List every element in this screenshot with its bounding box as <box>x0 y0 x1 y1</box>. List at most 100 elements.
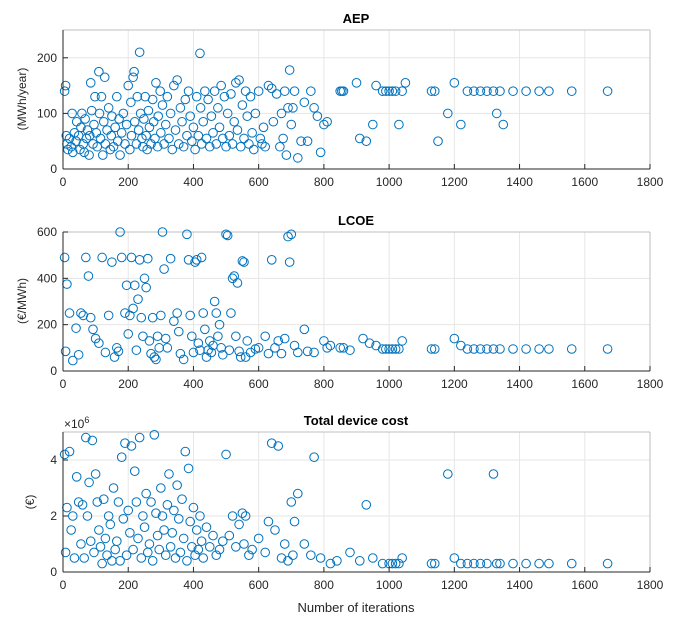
x-tick-label: 200 <box>118 175 138 189</box>
y-axis-label: (€) <box>23 495 37 510</box>
data-point <box>175 348 186 359</box>
data-point <box>167 528 178 538</box>
data-point <box>195 48 205 59</box>
data-point <box>429 344 440 354</box>
data-point <box>85 312 96 323</box>
data-point <box>83 271 94 281</box>
data-point <box>198 116 209 127</box>
data-point <box>253 86 264 96</box>
data-point <box>123 80 134 91</box>
data-point <box>278 133 288 144</box>
x-tick-label: 1800 <box>637 377 664 391</box>
data-point <box>270 525 280 535</box>
data-point <box>491 108 502 119</box>
data-point <box>397 553 407 563</box>
data-point <box>204 542 215 552</box>
data-point <box>275 141 285 152</box>
x-tick-label: 1600 <box>571 377 598 391</box>
x-tick-label: 1400 <box>506 377 533 391</box>
data-point <box>302 136 313 146</box>
data-point <box>263 348 274 359</box>
data-point <box>566 558 577 569</box>
data-point <box>235 352 246 362</box>
x-tick-label: 400 <box>183 578 203 592</box>
data-point <box>116 452 127 463</box>
data-point <box>133 533 143 544</box>
data-point <box>60 346 71 357</box>
data-point <box>105 519 116 530</box>
x-tick-label: 0 <box>60 175 67 189</box>
data-point <box>462 344 473 354</box>
x-tick-label: 400 <box>183 377 203 391</box>
data-point <box>156 310 166 321</box>
y-tick-label: 0 <box>50 565 57 579</box>
data-point <box>154 544 165 555</box>
data-point <box>136 553 147 563</box>
data-point <box>187 136 197 146</box>
data-point <box>162 343 173 353</box>
data-point <box>498 119 509 130</box>
data-point <box>188 502 199 513</box>
data-point <box>107 257 117 267</box>
data-point <box>120 139 130 149</box>
data-point <box>106 130 117 141</box>
data-point <box>488 344 499 354</box>
data-point <box>112 91 122 102</box>
data-point <box>219 91 230 102</box>
data-point <box>103 103 114 113</box>
data-point <box>260 547 270 558</box>
data-point <box>216 80 226 91</box>
x-tick-label: 600 <box>249 377 269 391</box>
data-point <box>286 497 297 507</box>
data-point <box>59 449 70 460</box>
data-point <box>169 505 179 516</box>
data-point <box>354 133 365 144</box>
y-exponent-base: ×10 <box>64 417 85 431</box>
chart-total-device-cost: 0 200 400 600 800 1000 1200 1400 1600 1800 0 2 4 Tot… <box>23 413 664 615</box>
data-point <box>263 80 274 91</box>
data-point <box>84 477 94 488</box>
data-point <box>279 539 290 549</box>
data-point <box>283 556 293 566</box>
data-point <box>139 522 150 533</box>
data-point <box>224 530 235 541</box>
data-point <box>338 86 349 96</box>
data-point <box>178 533 189 544</box>
data-point <box>208 530 218 541</box>
data-point <box>87 435 98 446</box>
data-point <box>157 100 168 110</box>
x-tick-label: 800 <box>314 578 334 592</box>
data-point <box>566 344 577 354</box>
data-point <box>180 446 191 457</box>
data-point <box>211 308 222 318</box>
data-point <box>98 494 109 505</box>
data-point <box>231 331 241 342</box>
data-point <box>495 86 505 96</box>
data-point <box>134 432 145 443</box>
data-point <box>429 86 440 96</box>
data-point <box>247 544 257 555</box>
data-point <box>332 556 342 566</box>
data-point <box>177 116 187 127</box>
plot-background <box>63 232 650 371</box>
data-point <box>141 282 151 293</box>
data-point <box>232 278 243 288</box>
data-point <box>182 229 192 240</box>
data-point <box>244 139 254 149</box>
x-tick-label: 200 <box>118 377 138 391</box>
data-point <box>99 72 110 83</box>
data-point <box>203 94 213 105</box>
data-point <box>226 89 236 99</box>
data-point <box>306 550 316 561</box>
data-point <box>165 542 176 552</box>
data-point <box>112 536 122 547</box>
data-point <box>449 553 460 563</box>
data-point <box>288 550 298 561</box>
data-point <box>116 252 127 263</box>
data-point <box>227 511 238 521</box>
data-point <box>495 344 505 354</box>
x-tick-label: 1200 <box>441 578 468 592</box>
data-point <box>371 80 381 91</box>
data-point <box>544 344 554 354</box>
data-point <box>260 331 270 342</box>
